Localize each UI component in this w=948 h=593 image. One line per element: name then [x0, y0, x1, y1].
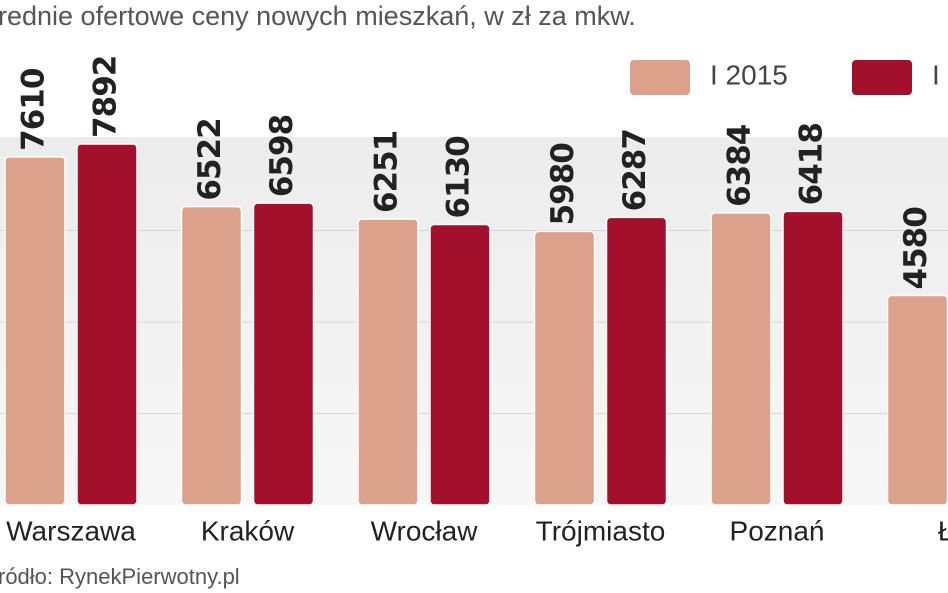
value-label: 7892 — [88, 56, 124, 138]
bar — [533, 230, 596, 506]
bar — [180, 205, 243, 506]
value-label: 6598 — [264, 115, 300, 197]
source: ródło: RynekPierwotny.pl — [0, 564, 240, 589]
value-label: 6418 — [794, 123, 830, 205]
bar — [76, 143, 138, 506]
bar — [605, 216, 668, 506]
value-label: 6251 — [369, 131, 405, 213]
legend-swatch — [852, 60, 912, 95]
value-label: 6384 — [722, 124, 758, 207]
legend-label: I — [932, 59, 940, 90]
bar — [357, 218, 419, 506]
bar — [710, 212, 772, 506]
chart-title: rednie ofertowe ceny nowych mieszkań, w … — [0, 1, 636, 31]
bar — [886, 294, 948, 506]
bar — [4, 156, 66, 506]
value-label: 6287 — [617, 129, 653, 211]
x-tick-label: Łó — [938, 515, 948, 546]
x-tick-label: Wrocław — [371, 515, 479, 546]
legend-label: I 2015 — [710, 59, 788, 90]
x-tick-label: Warszawa — [6, 515, 136, 546]
value-label: 6522 — [192, 118, 228, 200]
x-tick-label: Trójmiasto — [536, 515, 666, 546]
bar — [252, 202, 315, 506]
bar — [782, 210, 844, 506]
legend-swatch — [630, 60, 690, 95]
value-label: 4580 — [898, 207, 934, 290]
value-label: 5980 — [545, 143, 581, 226]
value-label: 6130 — [441, 136, 477, 219]
x-tick-label: Kraków — [201, 515, 295, 546]
bar — [429, 223, 491, 506]
bars: 7610 7892 Warszawa 6522 6598 Kraków 6251 6130 Wr… — [4, 56, 948, 546]
value-label: 7610 — [16, 68, 52, 151]
legend: I 2015 I — [630, 59, 940, 95]
x-tick-label: Poznań — [730, 515, 825, 546]
